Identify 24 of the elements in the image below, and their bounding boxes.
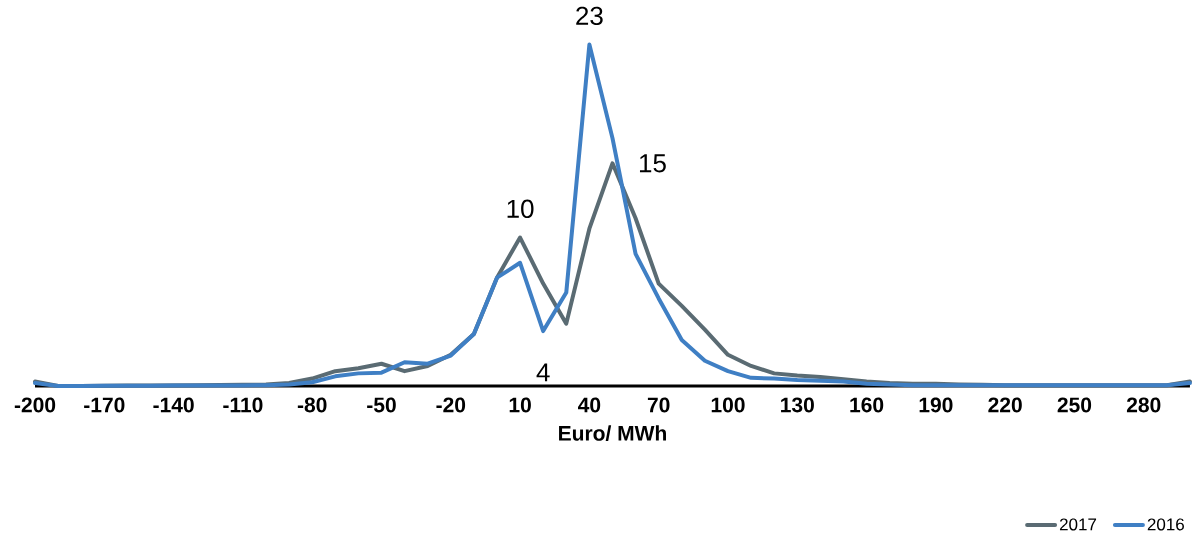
x-tick-label: -20 <box>436 397 466 413</box>
data-label: 15 <box>639 154 666 173</box>
x-tick-label: 130 <box>781 397 814 413</box>
data-label: 23 <box>576 6 603 26</box>
x-tick-label: -110 <box>223 397 263 413</box>
data-label: 10 <box>507 199 534 219</box>
x-tick-label: 70 <box>647 397 670 413</box>
annotation: 4 <box>536 363 550 382</box>
x-tick-label: -80 <box>297 397 327 413</box>
x-tick-label: 10 <box>509 397 531 413</box>
x-axis-title: Euro/ MWh <box>559 425 666 441</box>
x-tick-label: -200 <box>14 397 56 413</box>
x-tick-label: 160 <box>850 397 884 413</box>
x-tick-label: -170 <box>84 397 125 413</box>
x-tick-label: -140 <box>153 397 194 413</box>
legend-label: 2016 <box>1147 518 1184 531</box>
x-tick-label: -50 <box>367 397 396 413</box>
x-tick-label: 190 <box>919 397 953 413</box>
x-tick-label: 40 <box>578 397 601 413</box>
x-tick-label: 280 <box>1126 397 1161 413</box>
x-tick-label: 250 <box>1057 397 1092 413</box>
x-tick-label: 220 <box>988 397 1022 413</box>
x-tick-label: 100 <box>711 397 745 413</box>
legend-label: 2017 <box>1059 518 1097 531</box>
